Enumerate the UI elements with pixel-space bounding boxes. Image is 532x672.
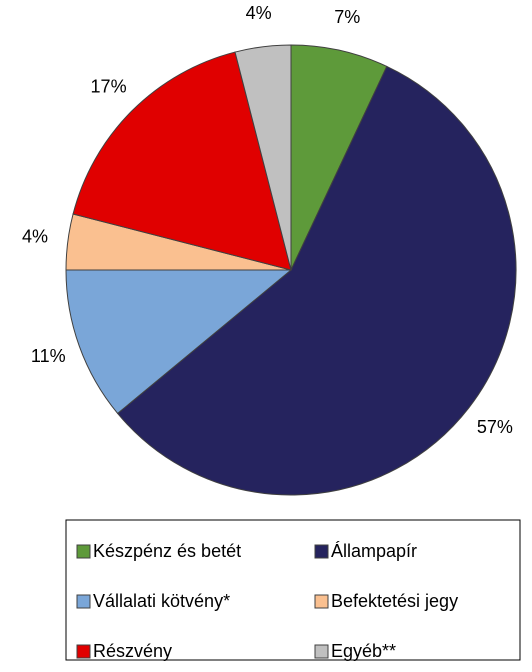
legend-swatch [314,644,329,659]
data-label: 4% [22,226,48,246]
legend-label: Vállalati kötvény* [93,591,230,611]
legend-swatch [76,544,91,559]
pie-slice [72,51,292,271]
legend-swatch [314,594,329,609]
legend-swatch [76,594,91,609]
data-label: 4% [246,3,272,23]
pie-slice [234,44,292,271]
legend-label: Állampapír [331,541,417,561]
legend-box [65,519,521,661]
data-label: 17% [91,76,127,96]
legend-label: Egyéb** [331,641,396,661]
data-label: 57% [477,417,513,437]
legend-label: Készpénz és betét [93,541,241,561]
legend-label: Befektetési jegy [331,591,458,611]
data-label: 11% [31,346,66,366]
pie-slice [116,65,517,496]
legend-swatch [314,544,329,559]
pie-slice [65,269,293,415]
legend-swatch [76,644,91,659]
data-label: 7% [334,7,360,27]
legend-label: Részvény [93,641,172,661]
